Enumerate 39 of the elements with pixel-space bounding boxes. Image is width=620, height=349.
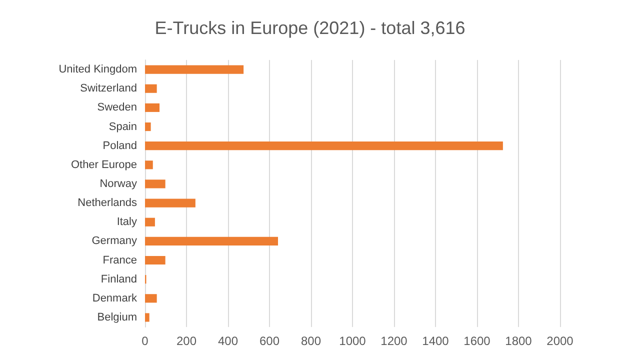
x-tick-label: 1000 (339, 334, 366, 348)
y-tick-label: Poland (102, 140, 137, 152)
y-tick-label: Germany (92, 235, 138, 248)
y-tick-label: Switzerland (80, 82, 137, 95)
y-tick-label: United Kingdom (58, 64, 137, 76)
x-tick-label: 600 (259, 334, 280, 348)
y-tick-label: France (102, 254, 137, 266)
bar (145, 198, 196, 208)
y-tick-label: Finland (100, 273, 137, 286)
x-tick-label: 800 (300, 334, 322, 348)
bar (145, 103, 160, 112)
y-tick-label: Netherlands (78, 197, 138, 210)
y-tick-label: Spain (108, 120, 137, 133)
x-tick-label: 1800 (505, 334, 532, 348)
bar (145, 84, 157, 93)
y-tick-label: Norway (100, 178, 138, 190)
y-tick-label: Sweden (97, 102, 137, 114)
x-tick-label: 2000 (546, 334, 574, 348)
x-tick-label: 400 (218, 334, 238, 348)
y-tick-label: Other Europe (70, 158, 137, 171)
bar (145, 218, 155, 226)
bar (145, 65, 244, 74)
bar (145, 180, 166, 188)
bar (145, 294, 157, 303)
bar (145, 142, 503, 150)
x-tick-label: 1600 (464, 334, 491, 348)
x-tick-label: 1400 (422, 334, 450, 348)
bar (145, 313, 150, 322)
x-tick-label: 200 (176, 334, 197, 348)
x-tick-label: 1200 (380, 334, 408, 348)
bar (145, 160, 153, 170)
bar (145, 256, 166, 265)
y-tick-label: Italy (116, 216, 138, 228)
y-tick-label: Belgium (97, 311, 137, 324)
bar (145, 122, 151, 132)
x-tick-label: 0 (142, 334, 149, 348)
y-tick-label: Denmark (92, 292, 138, 304)
chart-title: E-Trucks in Europe (2021) - total 3,616 (154, 18, 466, 38)
bar (145, 236, 278, 246)
